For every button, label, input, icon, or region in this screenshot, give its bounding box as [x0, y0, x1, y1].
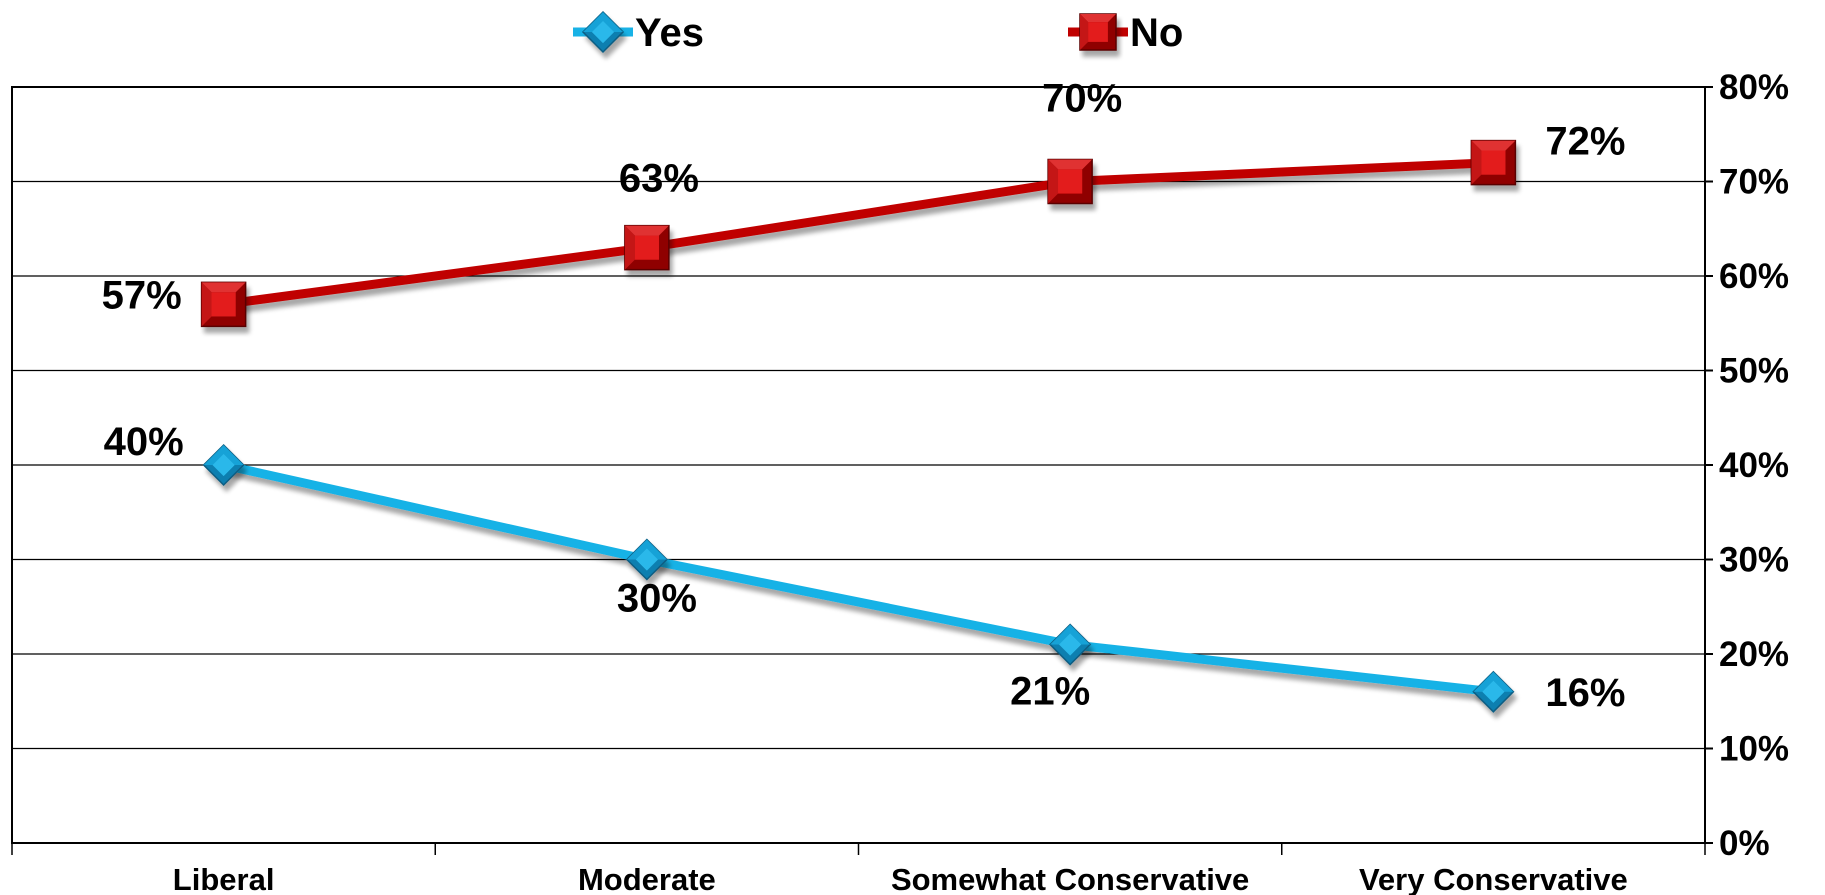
y-tick-label: 50%: [1719, 352, 1789, 391]
data-label: 40%: [104, 420, 184, 464]
diamond-marker: [625, 538, 668, 581]
data-label: 30%: [617, 577, 697, 621]
x-tick-label: Very Conservative: [1359, 862, 1628, 895]
y-tick-label: 20%: [1719, 635, 1789, 674]
series-line-yes: [222, 460, 1494, 697]
square-marker: [1047, 158, 1093, 205]
diamond-marker: [202, 443, 245, 487]
square-marker: [1470, 139, 1517, 186]
legend-label: Yes: [635, 11, 704, 55]
data-label: 21%: [1010, 670, 1090, 714]
y-tick-label: 30%: [1719, 541, 1789, 580]
diamond-marker: [1049, 623, 1092, 666]
data-label: 16%: [1545, 671, 1625, 715]
square-marker: [1079, 13, 1117, 51]
y-tick-label: 0%: [1719, 824, 1770, 863]
diamond-marker: [581, 10, 625, 54]
square-marker: [624, 224, 670, 271]
square-marker: [200, 281, 247, 328]
data-label: 57%: [102, 273, 182, 317]
axes: 0% 10% 20% 30% 40% 50% 60% 70% 80% Liberal Moderat…: [11, 68, 1789, 895]
series: [200, 139, 1517, 713]
y-tick-label: 40%: [1719, 446, 1789, 485]
legend: Yes No: [573, 10, 1183, 55]
y-tick-label: 10%: [1719, 730, 1789, 769]
data-label: 63%: [619, 157, 699, 201]
x-tick-label: Liberal: [173, 862, 275, 895]
x-tick-label: Moderate: [578, 862, 716, 895]
y-tick-label: 80%: [1719, 68, 1789, 107]
legend-label: No: [1130, 11, 1183, 55]
gridlines: [12, 180, 1705, 750]
data-label: 72%: [1545, 120, 1625, 164]
series-line-no: [223, 158, 1494, 309]
x-tick-label: Somewhat Conservative: [891, 862, 1249, 895]
y-tick-label: 60%: [1719, 257, 1789, 296]
data-label: 70%: [1042, 77, 1122, 121]
diamond-marker: [1472, 670, 1515, 713]
y-tick-label: 70%: [1719, 163, 1789, 202]
data-labels: 40% 30% 21% 16% 57% 63% 70% 72%: [102, 77, 1626, 715]
